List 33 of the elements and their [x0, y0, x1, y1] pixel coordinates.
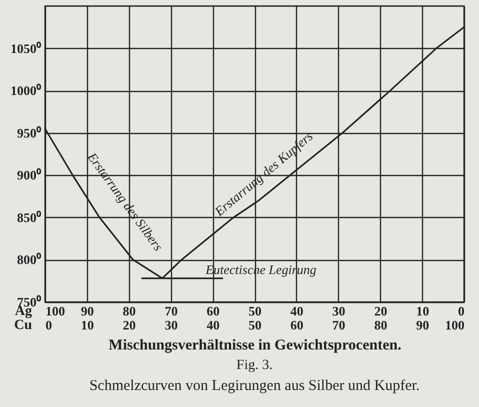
- x-tick-label: 90: [416, 318, 430, 332]
- x2-tick-label: 40: [290, 304, 304, 318]
- x2-tick-label: 50: [248, 304, 262, 318]
- x-tick-label: 30: [164, 318, 178, 332]
- x-tick-label: 50: [248, 318, 262, 332]
- y-tick-label: 900⁰: [17, 168, 42, 183]
- x-tick-label: 80: [374, 318, 388, 332]
- x2-tick-label: 70: [164, 304, 178, 318]
- x2-tick-label: 0: [458, 304, 464, 318]
- x-tick-label: 10: [80, 318, 94, 332]
- y-tick-label: 1050⁰: [10, 40, 42, 56]
- text: Schmelzcurven von Legirungen aus Silber und Kupfer.: [89, 378, 420, 394]
- x-tick-label: 60: [290, 318, 304, 332]
- text: Cu: [14, 318, 32, 333]
- text: Ag: [14, 304, 32, 319]
- y-tick-label: 850⁰: [17, 210, 42, 225]
- x2-tick-label: 20: [374, 304, 388, 318]
- x2-tick-label: 100: [46, 304, 65, 318]
- y-tick-label: 950⁰: [17, 125, 42, 140]
- x-tick-label: 100: [445, 318, 464, 332]
- x2-tick-label: 10: [416, 304, 430, 318]
- x2-tick-label: 80: [122, 304, 136, 318]
- x2-tick-label: 90: [80, 304, 94, 318]
- text: Fig. 3.: [236, 358, 273, 373]
- y-tick-label: 800⁰: [17, 252, 42, 268]
- x-tick-label: 0: [46, 318, 52, 332]
- x2-tick-label: 60: [206, 304, 220, 318]
- y-tick-label: 1000⁰: [10, 83, 42, 98]
- x2-tick-label: 30: [332, 304, 346, 318]
- x-tick-label: 70: [332, 318, 346, 332]
- x-tick-label: 20: [122, 318, 136, 332]
- x-tick-label: 40: [206, 318, 220, 332]
- x-axis-title: Mischungsverhältnisse in Gewichtsprocenten.: [108, 338, 402, 354]
